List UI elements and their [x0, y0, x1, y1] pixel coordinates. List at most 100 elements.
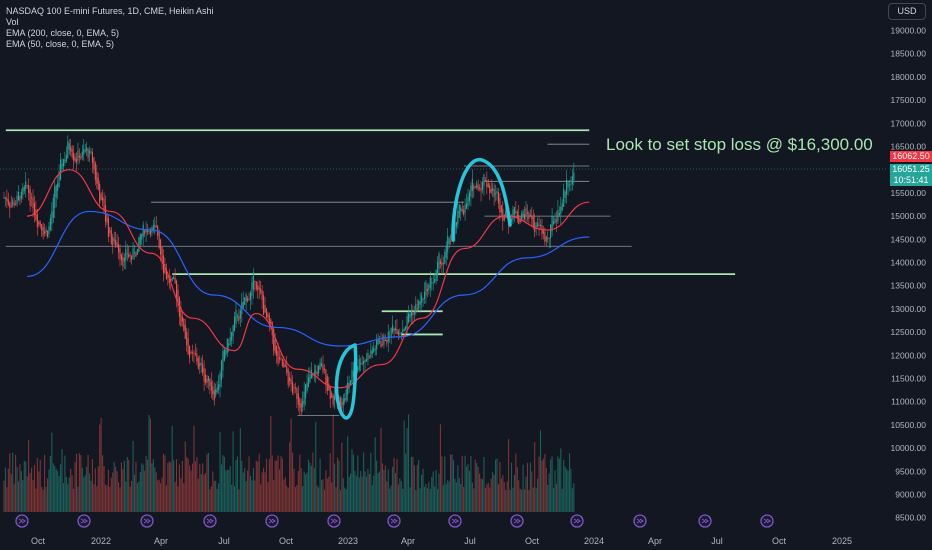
candle-body[interactable]	[423, 291, 426, 300]
candle-body[interactable]	[12, 200, 14, 206]
candle-body[interactable]	[197, 357, 199, 369]
candle-body[interactable]	[505, 211, 507, 218]
candle-body[interactable]	[277, 351, 279, 364]
candle-body[interactable]	[123, 257, 125, 262]
candle-body[interactable]	[325, 369, 327, 384]
candle-body[interactable]	[499, 197, 501, 213]
candle-body[interactable]	[561, 203, 563, 211]
candle-body[interactable]	[284, 364, 286, 367]
candle-body[interactable]	[35, 209, 37, 220]
candle-body[interactable]	[570, 183, 572, 185]
candle-body[interactable]	[254, 280, 256, 282]
candle-body[interactable]	[551, 216, 553, 232]
candle-body[interactable]	[102, 196, 104, 201]
candle-body[interactable]	[228, 343, 230, 346]
candle-body[interactable]	[566, 179, 568, 195]
candle-body[interactable]	[422, 299, 424, 301]
drawn-arc-mark[interactable]	[451, 158, 512, 242]
candle-body[interactable]	[299, 399, 301, 408]
candle-body[interactable]	[418, 301, 420, 309]
candle-body[interactable]	[477, 185, 479, 191]
candle-body[interactable]	[321, 363, 323, 367]
candle-body[interactable]	[218, 384, 220, 390]
candle-body[interactable]	[25, 181, 27, 189]
candle-body[interactable]	[474, 187, 476, 189]
candle-body[interactable]	[470, 185, 472, 197]
candle-body[interactable]	[99, 183, 101, 204]
candle-body[interactable]	[367, 352, 369, 361]
candle-body[interactable]	[429, 277, 431, 288]
candle-body[interactable]	[323, 368, 325, 370]
candle-body[interactable]	[107, 218, 109, 238]
candle-body[interactable]	[287, 369, 289, 385]
candle-body[interactable]	[238, 316, 240, 321]
candle-body[interactable]	[120, 253, 122, 261]
candle-body[interactable]	[358, 359, 360, 370]
candle-body[interactable]	[231, 331, 233, 341]
candle-body[interactable]	[15, 203, 17, 205]
candle-body[interactable]	[302, 400, 304, 408]
candle-body[interactable]	[557, 209, 559, 222]
candle-body[interactable]	[84, 149, 86, 152]
candle-body[interactable]	[203, 368, 205, 382]
candle-body[interactable]	[481, 181, 484, 190]
candle-body[interactable]	[131, 255, 133, 260]
candle-body[interactable]	[319, 362, 321, 370]
candle-body[interactable]	[57, 183, 59, 192]
candle-body[interactable]	[16, 195, 18, 205]
candle-body[interactable]	[109, 227, 111, 234]
candle-body[interactable]	[442, 262, 444, 265]
candle-body[interactable]	[225, 350, 227, 356]
ema50-path[interactable]	[26, 169, 590, 389]
candle-body[interactable]	[457, 211, 459, 225]
candle-body[interactable]	[3, 197, 5, 199]
candle-body[interactable]	[125, 248, 127, 260]
candle-body[interactable]	[290, 379, 292, 385]
candle-body[interactable]	[416, 308, 418, 310]
candle-body[interactable]	[493, 189, 495, 198]
candle-body[interactable]	[503, 214, 505, 221]
candle-body[interactable]	[399, 333, 401, 335]
candle-body[interactable]	[538, 224, 540, 227]
candle-body[interactable]	[553, 221, 555, 224]
candle-body[interactable]	[42, 227, 44, 236]
candle-body[interactable]	[405, 326, 407, 330]
candle-body[interactable]	[207, 376, 209, 382]
candle-body[interactable]	[7, 199, 9, 205]
candle-body[interactable]	[6, 197, 8, 202]
candle-body[interactable]	[39, 222, 41, 226]
candle-body[interactable]	[425, 282, 427, 296]
candle-body[interactable]	[136, 249, 138, 255]
candle-body[interactable]	[70, 146, 72, 152]
candle-body[interactable]	[419, 300, 421, 305]
candle-body[interactable]	[74, 156, 76, 161]
candle-body[interactable]	[193, 352, 195, 354]
candle-body[interactable]	[205, 374, 207, 383]
candle-body[interactable]	[86, 147, 88, 151]
candle-body[interactable]	[480, 187, 482, 192]
candle-body[interactable]	[171, 277, 173, 281]
candle-body[interactable]	[334, 395, 336, 400]
candle-body[interactable]	[438, 253, 440, 269]
candle-body[interactable]	[77, 150, 79, 161]
candle-body[interactable]	[502, 208, 504, 222]
candle-body[interactable]	[145, 229, 147, 233]
candle-body[interactable]	[29, 189, 31, 206]
candle-body[interactable]	[181, 316, 183, 322]
candle-body[interactable]	[415, 303, 417, 313]
candle-body[interactable]	[273, 328, 275, 351]
candle-body[interactable]	[274, 339, 276, 353]
candle-body[interactable]	[464, 204, 466, 213]
candle-body[interactable]	[106, 213, 108, 223]
ema200-indicator-label[interactable]: EMA (200, close, 0, EMA, 5)	[6, 28, 120, 38]
candle-body[interactable]	[87, 149, 89, 158]
candle-body[interactable]	[278, 357, 281, 360]
candle-body[interactable]	[377, 338, 379, 345]
candle-body[interactable]	[554, 218, 556, 223]
candle-body[interactable]	[55, 185, 57, 198]
candle-body[interactable]	[461, 209, 463, 212]
candle-body[interactable]	[223, 349, 225, 361]
candle-body[interactable]	[331, 392, 333, 398]
candle-body[interactable]	[496, 191, 498, 194]
candle-body[interactable]	[345, 389, 347, 400]
